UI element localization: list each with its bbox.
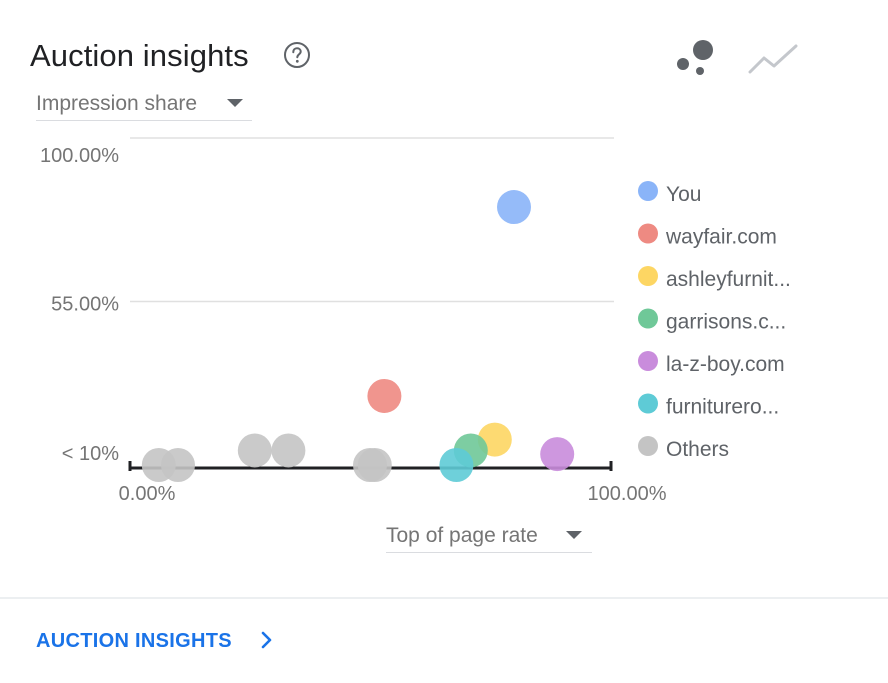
y-tick-label: 100.00% (40, 145, 119, 167)
legend-label: furniturero... (666, 396, 779, 419)
data-point (161, 448, 195, 482)
legend-label: Others (666, 438, 729, 461)
y-metric-label: Impression share (36, 92, 198, 115)
data-point (237, 433, 272, 468)
footer-divider (0, 597, 888, 599)
y-metric-dropdown[interactable]: Impression share (36, 88, 252, 121)
card-title: Auction insights (30, 38, 249, 73)
legend-label: wayfair.com (665, 226, 777, 249)
x-tick-label: 0.00% (119, 483, 176, 505)
y-tick-label: < 10% (62, 443, 119, 465)
legend-marker (638, 181, 658, 201)
legend-marker (638, 223, 658, 244)
data-point (439, 448, 474, 482)
data-point (497, 190, 531, 225)
x-metric-caret-icon (566, 531, 582, 539)
legend-label: la-z-boy.com (666, 353, 785, 376)
help-circle-icon[interactable] (282, 40, 312, 70)
legend-label: garrisons.c... (666, 311, 786, 334)
legend-label: You (666, 183, 701, 206)
gridlines (130, 137, 614, 303)
legend-marker (638, 436, 658, 456)
y-metric-caret-icon (227, 99, 243, 107)
legend-marker (638, 351, 658, 371)
x-tick-label: 100.00% (588, 483, 667, 505)
data-point (540, 437, 575, 472)
legend-marker (638, 393, 658, 414)
chevron-right-icon[interactable] (258, 627, 276, 653)
scatter-chart: < 10% 55.00% 100.00% 0.00% 100.00% You wayfai… (40, 137, 791, 505)
line-chart-icon[interactable] (746, 40, 800, 78)
x-metric-label: Top of page rate (386, 524, 538, 547)
legend: You wayfair.com ashleyfurnit... garrisons.c… (638, 181, 791, 461)
y-tick-label: 55.00% (51, 294, 119, 316)
data-points (141, 190, 575, 482)
legend-label: ashleyfurnit... (666, 268, 791, 291)
data-point (357, 448, 392, 482)
legend-marker (638, 266, 658, 286)
legend-marker (638, 308, 658, 329)
data-point (271, 433, 306, 468)
x-metric-dropdown[interactable]: Top of page rate (386, 520, 592, 553)
data-point (367, 378, 402, 413)
scatter-chart-icon[interactable] (668, 36, 718, 82)
auction-insights-link[interactable]: AUCTION INSIGHTS (36, 630, 232, 652)
